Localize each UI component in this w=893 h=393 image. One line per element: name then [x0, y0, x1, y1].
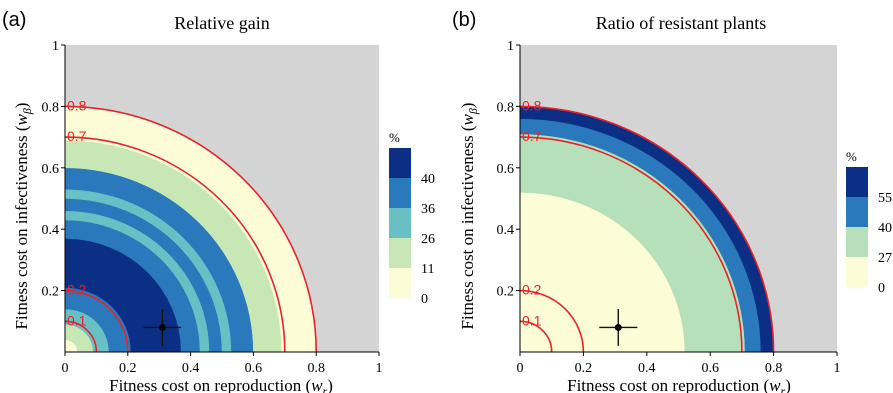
- contour-line-2: [65, 136, 286, 352]
- contour-label: 0.8: [67, 97, 87, 113]
- contour-label: 0.1: [67, 312, 87, 328]
- x-tick-label: 0.6: [701, 361, 719, 376]
- x-tick-label: 0: [517, 361, 524, 376]
- contour-line-1: [520, 289, 585, 352]
- y-axis-label: Fitness cost on infectiveness (wβ): [458, 103, 480, 330]
- y-tick-label: 1: [507, 39, 514, 54]
- colorbar-swatch-1: [846, 197, 868, 227]
- panel-label: (b): [452, 9, 476, 31]
- colorbar-swatch-0: [846, 167, 868, 197]
- contour-line-2: [520, 136, 743, 352]
- panel-ratio-resistant: (b) Ratio of resistant plants 0.10.20.70…: [452, 9, 892, 393]
- y-tick-label: 0.4: [42, 223, 60, 238]
- contour-line-1: [65, 289, 129, 352]
- x-tick-label: 0.8: [765, 361, 783, 376]
- x-axis-label: Fitness cost on reproduction (wr): [109, 376, 333, 393]
- x-tick-label: 0.2: [575, 361, 593, 376]
- contour-line-0: [520, 320, 553, 352]
- colorbar-tick-label: 27: [878, 251, 892, 266]
- contour-line-0: [65, 320, 98, 352]
- colorbar-tick-label: 55: [878, 191, 892, 206]
- contour-label: 0.7: [67, 128, 87, 144]
- y-tick-label: 0.2: [42, 285, 60, 300]
- contour-label: 0.7: [522, 128, 542, 144]
- contour-label: 0.8: [522, 97, 542, 113]
- x-tick-label: 0: [62, 361, 69, 376]
- x-tick-label: 0.6: [245, 361, 263, 376]
- colorbar: % 55 40 27 0: [846, 149, 892, 296]
- colorbar-swatch-4: [389, 268, 411, 298]
- panel-label: (a): [2, 9, 26, 31]
- colorbar-swatch-2: [389, 208, 411, 238]
- contour-line-3: [65, 105, 317, 352]
- x-tick-label: 1: [834, 361, 841, 376]
- x-axis-label: Fitness cost on reproduction (wr): [567, 376, 791, 393]
- contour-label: 0.2: [522, 282, 542, 298]
- contour-label: 0.2: [67, 282, 87, 298]
- y-tick-label: 0.6: [497, 162, 515, 177]
- colorbar-swatch-2: [846, 227, 868, 257]
- chart-title: Ratio of resistant plants: [596, 13, 766, 33]
- panel-relative-gain: (a) Relative gain 0.1 0.2 0.7 0.8 0 0.2 0.4 0.6…: [2, 9, 435, 393]
- plot-area: 0.1 0.2 0.7 0.8 0 0.2 0.4 0.6 0.8 1 0.2 0.4 0.6 0.8 1: [42, 39, 383, 376]
- colorbar-tick-label: 0: [421, 292, 428, 307]
- colorbar-tick-label: 40: [421, 172, 435, 187]
- plot-area: 0.1 0.2 0.7 0.8 0 0.2 0.4 0.6 0.8 1 0.2 0.4 0.6 0.8 1: [497, 39, 841, 376]
- colorbar-tick-label: 26: [421, 232, 435, 247]
- data-point: [158, 323, 166, 331]
- x-tick-label: 1: [376, 361, 383, 376]
- x-tick-label: 0.2: [119, 361, 137, 376]
- contour-line-3: [520, 105, 775, 352]
- plot-clip-group: 0.1 0.2 0.7 0.8: [65, 45, 379, 352]
- chart-title: Relative gain: [174, 13, 269, 33]
- y-axis-label: Fitness cost on infectiveness (wβ): [12, 103, 34, 330]
- x-tick-label: 0.4: [182, 361, 200, 376]
- colorbar-tick-label: 40: [878, 221, 892, 236]
- colorbar: % 40 36 26 11 0: [389, 130, 435, 307]
- y-tick-label: 0.2: [497, 285, 515, 300]
- y-tick-label: 1: [52, 39, 59, 54]
- colorbar-tick-label: 0: [878, 281, 885, 296]
- contour-label: 0.1: [522, 312, 542, 328]
- data-point: [614, 323, 622, 331]
- y-tick-label: 0.4: [497, 223, 515, 238]
- y-tick-label: 0.8: [42, 100, 60, 115]
- plot-clip-group: 0.1 0.2 0.7 0.8: [520, 45, 837, 352]
- colorbar-title: %: [846, 149, 857, 164]
- colorbar-title: %: [389, 130, 400, 145]
- x-tick-label: 0.8: [307, 361, 325, 376]
- colorbar-swatch-3: [389, 238, 411, 268]
- x-tick-label: 0.4: [638, 361, 656, 376]
- colorbar-swatch-1: [389, 178, 411, 208]
- colorbar-swatch-0: [389, 148, 411, 178]
- colorbar-swatch-3: [846, 257, 868, 287]
- y-tick-label: 0.6: [42, 162, 60, 177]
- y-tick-label: 0.8: [497, 100, 515, 115]
- colorbar-tick-label: 11: [421, 262, 434, 277]
- colorbar-tick-label: 36: [421, 202, 435, 217]
